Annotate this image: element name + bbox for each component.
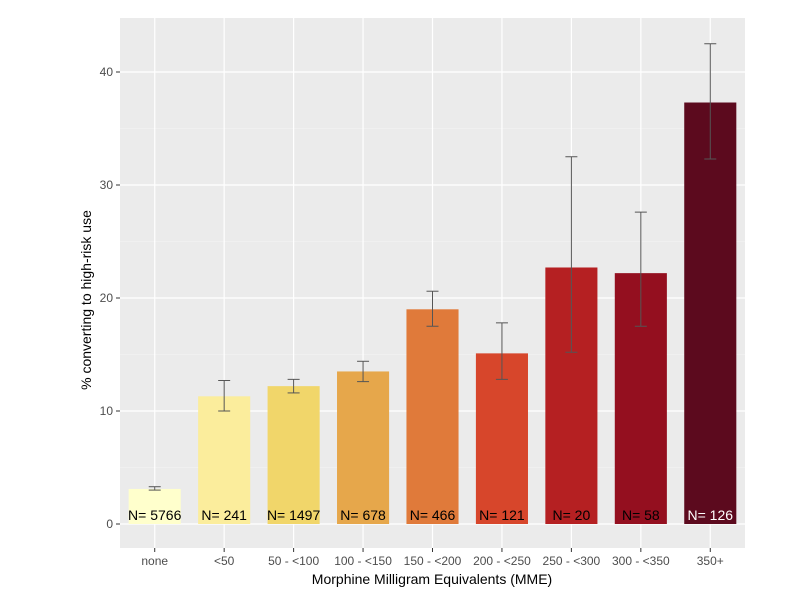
x-tick-label: 50 - <100 [268,554,319,568]
n-label-3: N= 1497 [267,507,321,523]
n-label-9: N= 126 [688,507,734,523]
y-tick-label: 10 [100,404,114,418]
bar-9 [684,102,737,524]
bar-3 [267,386,320,524]
y-tick-label: 20 [100,291,114,305]
n-label-2: N= 241 [201,507,247,523]
bar-4 [337,371,390,524]
x-tick-label: 300 - <350 [612,554,670,568]
bar-2 [198,396,251,524]
y-tick-label: 30 [100,178,114,192]
n-label-8: N= 58 [622,507,660,523]
x-tick-label: none [141,554,168,568]
error-bars [148,43,717,491]
y-axis: 0 10 20 30 40 [100,65,120,531]
n-label-1: N= 5766 [128,507,182,523]
n-label-5: N= 466 [410,507,456,523]
y-tick-label: 40 [100,65,114,79]
x-tick-label: 100 - <150 [334,554,392,568]
sample-size-labels: N= 5766 N= 241 N= 1497 N= 678 N= 466 N= 121 N=… [128,507,733,523]
y-tick-label: 0 [106,517,113,531]
x-tick-label: 150 - <200 [404,554,462,568]
n-label-6: N= 121 [479,507,525,523]
x-tick-label: 350+ [697,554,724,568]
bar-5 [406,309,459,524]
x-tick-label: 250 - <300 [543,554,601,568]
bar-1 [128,488,181,524]
bars [128,102,737,524]
x-axis-title: Morphine Milligram Equivalents (MME) [312,571,552,587]
n-label-4: N= 678 [340,507,386,523]
x-tick-label: 200 - <250 [473,554,531,568]
x-axis: none <50 50 - <100 100 - <150 150 - <200 200 … [141,548,724,568]
bar-6 [475,353,528,524]
x-tick-label: <50 [214,554,235,568]
n-label-7: N= 20 [553,507,591,523]
y-axis-title: % converting to high-risk use [78,210,94,390]
